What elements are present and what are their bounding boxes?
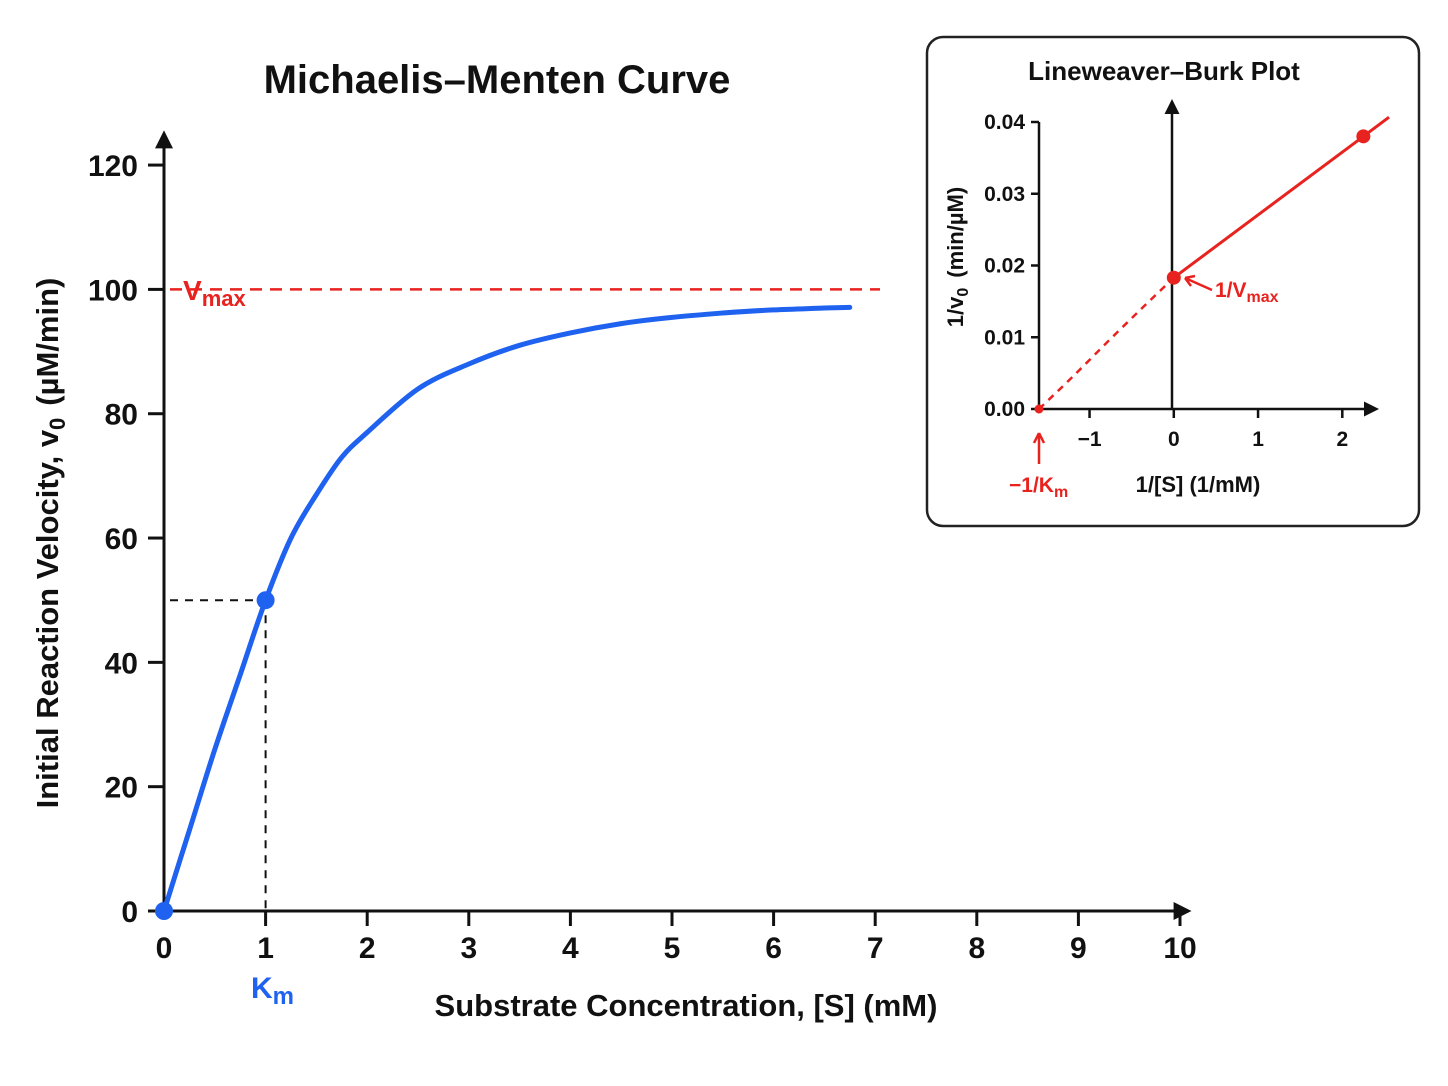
main-x-tick-label: 9	[1070, 932, 1087, 965]
main-x-tick-label: 7	[867, 932, 884, 965]
main-x-tick-label: 1	[257, 932, 274, 965]
main-x-tick-label: 10	[1163, 932, 1196, 965]
inset-x-tick-label: 0	[1168, 428, 1180, 451]
main-y-tick-label: 60	[105, 523, 138, 556]
main-y-tick-label: 0	[121, 896, 138, 929]
main-markers	[155, 591, 275, 920]
inset-y-tick-label: 0.03	[984, 183, 1025, 206]
main-x-tick-label: 6	[765, 932, 782, 965]
main-y-tick-label: 40	[105, 647, 138, 680]
main-x-axis-label: Substrate Concentration, [S] (mM)	[435, 988, 938, 1023]
inset-y-axis-label: 1/v0(min/µM)	[943, 187, 972, 327]
inset-y-tick-label: 0.04	[984, 111, 1025, 134]
main-y-tick-label: 20	[105, 772, 138, 805]
inset-y-tick-label: 0.00	[984, 398, 1025, 421]
main-y-tick-labels: 0 20 40 60 80 100 120	[88, 150, 164, 929]
main-x-tick-label: 4	[562, 932, 579, 965]
y-intercept-arrow	[1184, 274, 1213, 292]
lineweaver-burk-point	[1034, 404, 1044, 414]
vmax-label: Vmax	[183, 275, 246, 311]
inset-y-tick-labels: 0.00 0.01 0.02 0.03 0.04	[984, 111, 1039, 421]
main-y-tick-label: 100	[88, 274, 138, 307]
inset-x-tick-label: −1	[1078, 428, 1102, 451]
inset-title: Lineweaver–Burk Plot	[1028, 56, 1300, 86]
km-label: Km	[251, 972, 294, 1010]
main-chart-title: Michaelis–Menten Curve	[264, 58, 731, 102]
main-y-tick-label: 80	[105, 399, 138, 432]
lineweaver-burk-line	[1172, 135, 1365, 279]
lineweaver-burk-points	[1034, 129, 1371, 414]
inset-x-tick-label: 1	[1252, 428, 1264, 451]
inset-x-tick-labels: −1 0 1 2	[1078, 409, 1348, 451]
main-x-tick-label: 3	[460, 932, 477, 965]
main-x-tick-label: 5	[664, 932, 681, 965]
x-intercept-arrow	[1032, 432, 1046, 464]
inset-y-tick-label: 0.02	[984, 255, 1025, 278]
lineweaver-burk-extrapolation	[1038, 276, 1175, 410]
curve-point-marker	[256, 591, 275, 610]
main-x-tick-label: 0	[156, 932, 173, 965]
inset-x-axis-label: 1/[S] (1/mM)	[1136, 472, 1261, 497]
curve-point-marker	[155, 902, 173, 920]
inset-y-tick-label: 0.01	[984, 326, 1025, 349]
inset-x-tick-label: 2	[1336, 428, 1348, 451]
main-x-tick-label: 2	[359, 932, 376, 965]
inset-chart: Lineweaver–Burk Plot 0.000.010.020.030.0…	[925, 35, 1421, 528]
main-x-tick-label: 8	[968, 932, 985, 965]
main-y-tick-label: 120	[88, 150, 138, 183]
michaelis-menten-curve	[161, 304, 853, 914]
lineweaver-burk-point	[1166, 270, 1181, 285]
lineweaver-burk-point	[1356, 129, 1371, 144]
main-x-tick-labels: 0 1 2 3 4 5 6 7 8 9 10	[156, 911, 1197, 965]
x-intercept-label: −1/Km	[1009, 474, 1068, 501]
y-intercept-label: 1/Vmax	[1215, 279, 1279, 306]
main-y-axis-label: Initial Reaction Velocity, v0(µM/min)	[30, 278, 70, 809]
